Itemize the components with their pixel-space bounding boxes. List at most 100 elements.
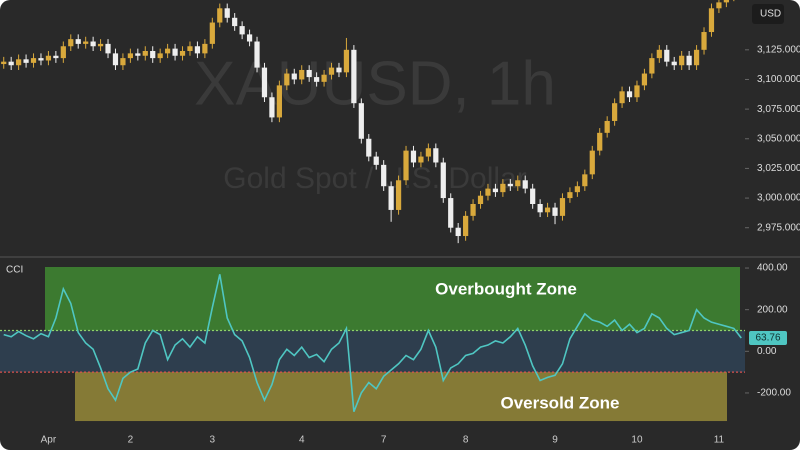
candle-body [612, 103, 618, 121]
candle-body [254, 41, 260, 68]
y-tick-label: 200.00 [757, 304, 788, 315]
candle-body [395, 180, 402, 210]
candle-body [202, 43, 208, 54]
candle-body [492, 188, 499, 193]
y-tick-label: 3,075.000 [757, 104, 800, 115]
candle-body [172, 48, 178, 56]
candle-body [232, 17, 238, 27]
candle-body [209, 22, 215, 44]
candle-body [358, 103, 364, 139]
candle-body [224, 8, 230, 18]
candle-body [708, 8, 715, 33]
candle-body [351, 49, 357, 104]
candle-body [574, 186, 580, 193]
y-tick-label: 0.00 [757, 346, 777, 357]
cci-line [3, 274, 742, 412]
candle-body [314, 77, 320, 82]
watermark-title: XAUUSD, 1h [194, 49, 556, 118]
candle-body [485, 188, 491, 196]
zone [45, 266, 740, 331]
candle-body [515, 180, 521, 187]
candle-body [679, 55, 685, 66]
candle-body [656, 49, 662, 59]
candle-body [112, 53, 119, 66]
candle-body [23, 59, 29, 63]
candle-body [582, 174, 588, 187]
candle-body [470, 204, 476, 216]
candle-body [45, 55, 52, 61]
y-tick-label: 3,000.000 [757, 193, 800, 204]
candle-body [336, 67, 342, 73]
candle-body [1, 61, 7, 65]
candle-body [567, 192, 573, 199]
candle-body [90, 41, 96, 47]
candle-body [179, 51, 186, 56]
x-tick-label: 11 [714, 435, 725, 446]
indicator-label: CCI [6, 265, 23, 276]
candle-body [291, 73, 297, 80]
currency-box [752, 4, 784, 24]
candle-body [626, 91, 633, 98]
y-tick-label: 3,050.000 [757, 133, 800, 144]
candle-body [97, 43, 104, 47]
candle-body [381, 164, 387, 187]
candle-body [75, 39, 81, 44]
x-tick-label: 9 [552, 435, 558, 446]
last-value-badge [749, 331, 787, 346]
candle-body [716, 2, 722, 9]
candle-body [477, 195, 484, 204]
candle-body [522, 180, 528, 189]
candle-body [135, 53, 141, 56]
candle-body [552, 207, 558, 216]
candle-body [343, 49, 350, 73]
candle-body [194, 46, 201, 54]
candle-body [500, 183, 506, 193]
candle-body [120, 58, 126, 66]
candle-body [142, 51, 148, 56]
candle-body [649, 58, 655, 74]
candle-body [366, 138, 372, 157]
candle-body [157, 53, 163, 59]
candle-body [217, 8, 223, 23]
currency-label: USD [760, 9, 781, 20]
y-tick-label: 2,975.000 [757, 222, 800, 233]
candle-body [239, 26, 245, 35]
y-tick-label: -200.00 [757, 388, 791, 399]
candle-body [619, 91, 625, 104]
candle-body [589, 150, 595, 175]
candle-body [723, 0, 729, 3]
x-tick-label: 3 [210, 435, 216, 446]
candle-body [30, 58, 37, 63]
x-tick-label: 7 [381, 435, 387, 446]
candle-body [246, 34, 253, 42]
watermark-subtitle: Gold Spot / U.S. Dollar [223, 162, 526, 195]
candle-body [328, 67, 335, 75]
candle-body [425, 148, 431, 157]
candle-body [373, 156, 379, 165]
candle-body [448, 198, 454, 228]
y-tick-label: 400.00 [757, 263, 788, 274]
candle-body [418, 156, 424, 163]
y-tick-label: 3,100.000 [757, 74, 800, 85]
candle-body [105, 43, 111, 54]
candle-body [693, 49, 700, 66]
candle-body [60, 46, 66, 59]
candle-body [410, 150, 417, 163]
candle-body [463, 215, 469, 237]
candle-body [306, 69, 312, 78]
candle-body [433, 148, 439, 163]
candle-body [269, 97, 275, 118]
candle-body [276, 85, 282, 118]
x-tick-label: 2 [128, 435, 134, 446]
x-tick-label: 4 [299, 435, 305, 446]
x-tick-label: 8 [463, 435, 469, 446]
candle-body [38, 58, 44, 61]
zone-label: Overbought Zone [435, 279, 577, 298]
candle-body [165, 48, 171, 54]
y-tick-label: 3,025.000 [757, 163, 800, 174]
candle-body [544, 207, 551, 213]
candle-body [455, 227, 461, 237]
candle-body [388, 186, 394, 210]
